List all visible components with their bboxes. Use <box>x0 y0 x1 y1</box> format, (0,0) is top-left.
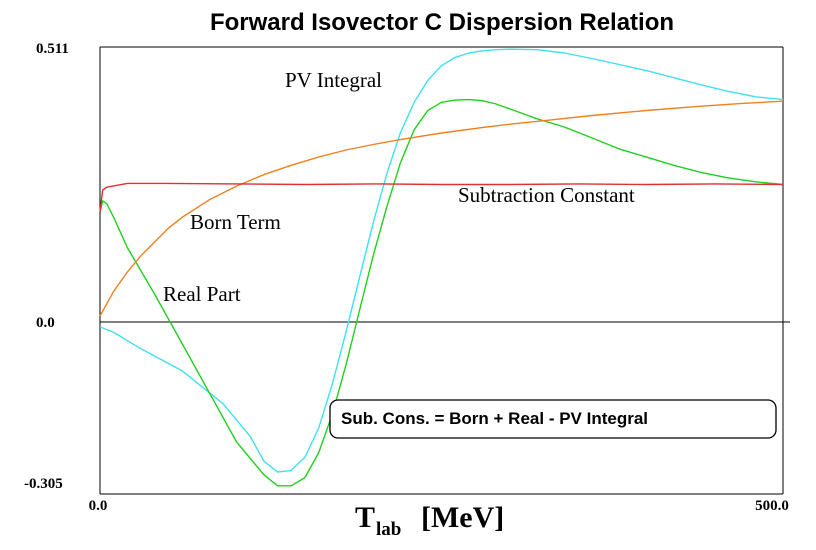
series-line-subtraction-constant <box>99 182 784 212</box>
series-line-pv-integral <box>99 48 784 473</box>
y-tick-label-zero: 0.0 <box>36 315 55 331</box>
label-born-term: Born Term <box>190 210 281 234</box>
label-real-part: Real Part <box>163 282 241 306</box>
label-subtraction-constant: Subtraction Constant <box>458 183 635 207</box>
x-axis-title-subscript: lab <box>376 519 401 540</box>
chart-title: Forward Isovector C Dispersion Relation <box>210 9 674 36</box>
annotation-box-text: Sub. Cons. = Born + Real - PV Integral <box>341 409 648 428</box>
series-lines <box>99 48 784 487</box>
x-axis-title-main: T <box>355 501 375 534</box>
y-tick-label-min: -0.305 <box>24 476 63 492</box>
x-tick-label-min: 0.0 <box>89 498 108 514</box>
series-line-born-term <box>99 100 784 317</box>
annotation-box-border <box>329 399 777 439</box>
x-tick-label-max: 500.0 <box>755 498 789 514</box>
x-axis-title: T lab [MeV] <box>355 501 504 540</box>
label-pv-integral: PV Integral <box>285 68 382 92</box>
annotation-box: Sub. Cons. = Born + Real - PV Integral <box>329 399 777 439</box>
plot-frame <box>99 46 784 495</box>
x-axis-title-unit: [MeV] <box>421 501 504 534</box>
y-tick-label-max: 0.511 <box>36 41 69 57</box>
